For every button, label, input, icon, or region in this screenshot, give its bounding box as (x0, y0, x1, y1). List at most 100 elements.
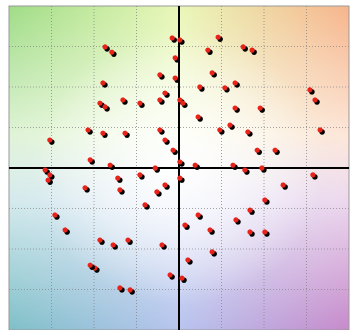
point-dot (109, 49, 115, 55)
point (107, 162, 115, 170)
point-dot (262, 229, 268, 235)
point (177, 175, 185, 183)
point-dot (47, 172, 53, 178)
point (157, 127, 165, 135)
point-dot (115, 175, 121, 181)
point-dot (185, 257, 191, 263)
point-dot (152, 165, 158, 171)
point (109, 49, 117, 57)
point (162, 90, 170, 98)
point-dot (162, 137, 168, 143)
point (272, 147, 280, 155)
point (102, 44, 110, 52)
point (207, 227, 215, 235)
point-dot (42, 167, 48, 173)
point-dot (177, 37, 183, 43)
point (97, 237, 105, 245)
point-dot (262, 197, 268, 203)
point (247, 207, 255, 215)
point-dot (157, 97, 163, 103)
point-dot (172, 55, 178, 61)
point (249, 47, 257, 55)
point-dot (192, 162, 198, 168)
point (115, 175, 123, 183)
point (167, 272, 175, 280)
point (257, 105, 265, 113)
point-dot (217, 127, 223, 133)
point-dot (307, 87, 313, 93)
point (100, 80, 108, 88)
point (142, 202, 150, 210)
point-dot (159, 242, 165, 248)
point (195, 114, 203, 122)
point-dot (249, 47, 255, 53)
point (154, 189, 162, 197)
point-dot (242, 167, 248, 173)
point (85, 127, 93, 135)
point (179, 275, 187, 283)
point (205, 47, 213, 55)
point (157, 72, 165, 80)
point (152, 165, 160, 173)
point (197, 84, 205, 92)
point (87, 262, 95, 271)
point-dot (233, 217, 239, 223)
point (100, 130, 108, 138)
point-dot (232, 105, 238, 111)
point (232, 105, 240, 113)
point-dot (195, 114, 201, 120)
point-dot (62, 227, 68, 233)
point (117, 285, 125, 293)
point-dot (169, 35, 175, 41)
point (280, 182, 288, 190)
point-dot (127, 287, 133, 293)
point (87, 157, 95, 165)
point-dot (125, 237, 131, 243)
point (125, 237, 133, 245)
point (120, 97, 128, 105)
point (45, 177, 53, 185)
point (177, 159, 185, 167)
point-dot (167, 272, 173, 278)
point (159, 242, 167, 250)
point-dot (154, 189, 160, 195)
point (157, 97, 165, 105)
point (310, 172, 318, 180)
point (47, 137, 55, 145)
point (240, 44, 248, 52)
point (222, 85, 230, 93)
point (162, 182, 170, 190)
point-dot (227, 122, 233, 128)
point-dot (245, 129, 251, 135)
point (307, 87, 315, 95)
point-dot (312, 97, 318, 103)
point-dot (232, 80, 238, 86)
point-dot (310, 172, 316, 178)
point (259, 165, 267, 173)
point-dot (247, 207, 253, 213)
point-dot (137, 172, 143, 178)
point (110, 242, 118, 250)
point-dot (120, 97, 126, 103)
point (169, 35, 177, 43)
point (172, 55, 180, 63)
point (47, 172, 55, 180)
point (317, 127, 325, 135)
point-dot (87, 262, 93, 268)
point-dot (122, 130, 128, 136)
point-dot (215, 34, 221, 40)
point (247, 229, 255, 237)
point (137, 172, 145, 180)
point-dot (240, 44, 246, 50)
point-dot (117, 187, 123, 193)
point (217, 127, 225, 135)
point-dot (85, 127, 91, 133)
point-dot (82, 185, 88, 191)
point-dot (117, 285, 123, 291)
point (262, 229, 270, 237)
point (102, 104, 110, 112)
point-dot (172, 75, 178, 81)
point (245, 129, 253, 137)
